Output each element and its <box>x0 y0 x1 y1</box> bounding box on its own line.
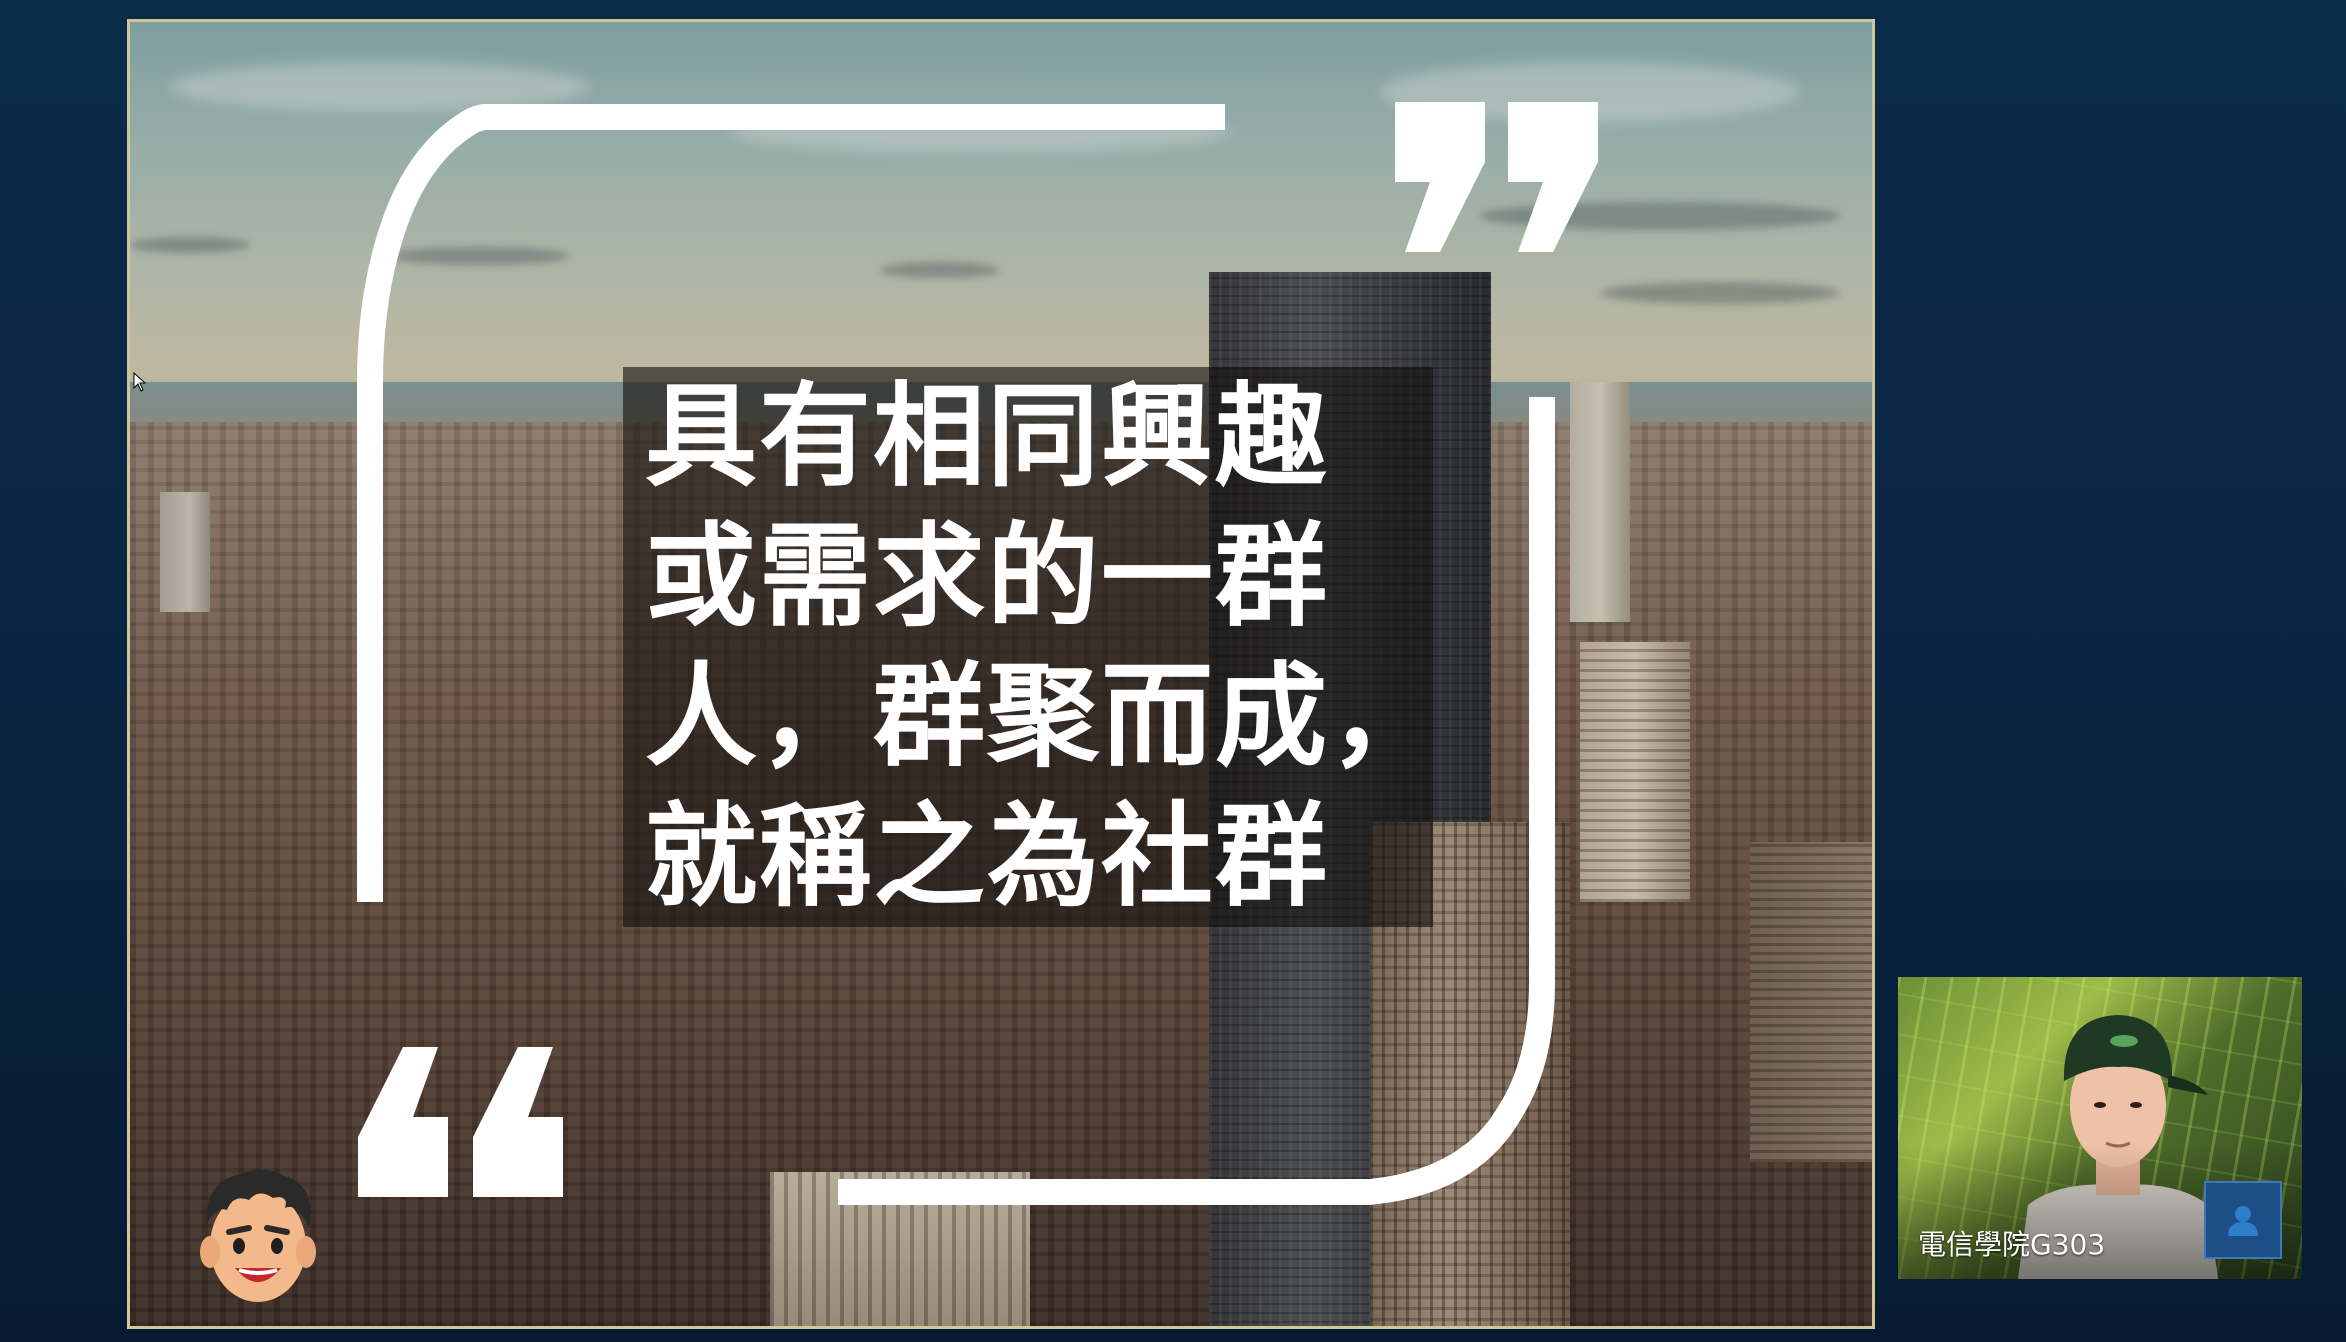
cartoon-avatar-icon <box>200 1169 316 1302</box>
building <box>1570 382 1630 622</box>
quote-line: 具有相同興趣 <box>623 367 1433 507</box>
building <box>160 492 210 612</box>
mouse-cursor-icon <box>133 372 147 392</box>
participant-name: 電信學院G303 <box>1918 1228 2106 1261</box>
quote-line: 就稱之為社群 <box>623 787 1433 927</box>
participant-video-person <box>2018 1015 2218 1279</box>
participant-video-tile[interactable]: 電信學院G303 <box>1898 977 2302 1279</box>
quote-frame <box>357 102 1598 1205</box>
person-icon <box>2228 1206 2258 1236</box>
open-quote-icon <box>358 1047 563 1197</box>
shared-slide: 具有相同興趣 或需求的一群 人，群聚而成， 就稱之為社群 <box>127 19 1875 1329</box>
building <box>1750 842 1872 1162</box>
quote-line: 或需求的一群 <box>623 507 1433 647</box>
slide-sky-background <box>130 22 1872 422</box>
quote-text-block: 具有相同興趣 或需求的一群 人，群聚而成， 就稱之為社群 <box>623 367 1433 927</box>
quote-line: 人，群聚而成， <box>623 647 1433 787</box>
close-quote-icon <box>1395 102 1598 252</box>
building <box>1580 642 1690 902</box>
participant-profile-button[interactable] <box>2204 1181 2282 1259</box>
